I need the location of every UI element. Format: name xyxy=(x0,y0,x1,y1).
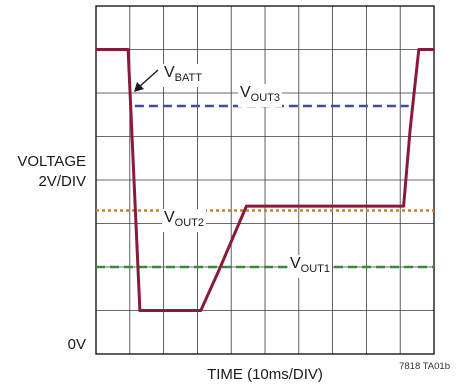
grid xyxy=(95,5,435,355)
series-label-vout2: VOUT2 xyxy=(162,209,207,232)
y-zero-label: 0V xyxy=(67,336,86,353)
series-line-vbatt xyxy=(96,48,434,312)
series-label-vout1-main: V xyxy=(290,255,301,272)
vbatt-pointer-arrow xyxy=(138,69,159,88)
series-label-vout3-main: V xyxy=(240,84,251,101)
series-label-vout1: VOUT1 xyxy=(288,255,333,278)
series-label-vbatt-sub: BATT xyxy=(174,72,202,84)
plot-frame xyxy=(95,5,435,355)
x-axis-label: TIME (10ms/DIV) xyxy=(207,366,323,383)
vbatt-pointer-arrowhead xyxy=(134,82,144,92)
y-axis-label-line1: VOLTAGE xyxy=(17,153,86,170)
series-label-vbatt-main: V xyxy=(164,64,175,81)
series-label-vout2-main: V xyxy=(164,209,175,226)
y-axis-label: VOLTAGE 2V/DIV xyxy=(0,152,86,192)
series-label-vout3: VOUT3 xyxy=(238,84,283,107)
series-label-vout3-sub: OUT3 xyxy=(250,92,281,104)
y-axis-label-line2: 2V/DIV xyxy=(38,173,86,190)
series-label-vout1-sub: OUT1 xyxy=(300,263,331,275)
figure-code: 7818 TA01b xyxy=(399,361,450,372)
series-label-vbatt: VBATT xyxy=(162,64,204,87)
traces xyxy=(96,48,434,312)
series-label-vout2-sub: OUT2 xyxy=(174,217,205,229)
